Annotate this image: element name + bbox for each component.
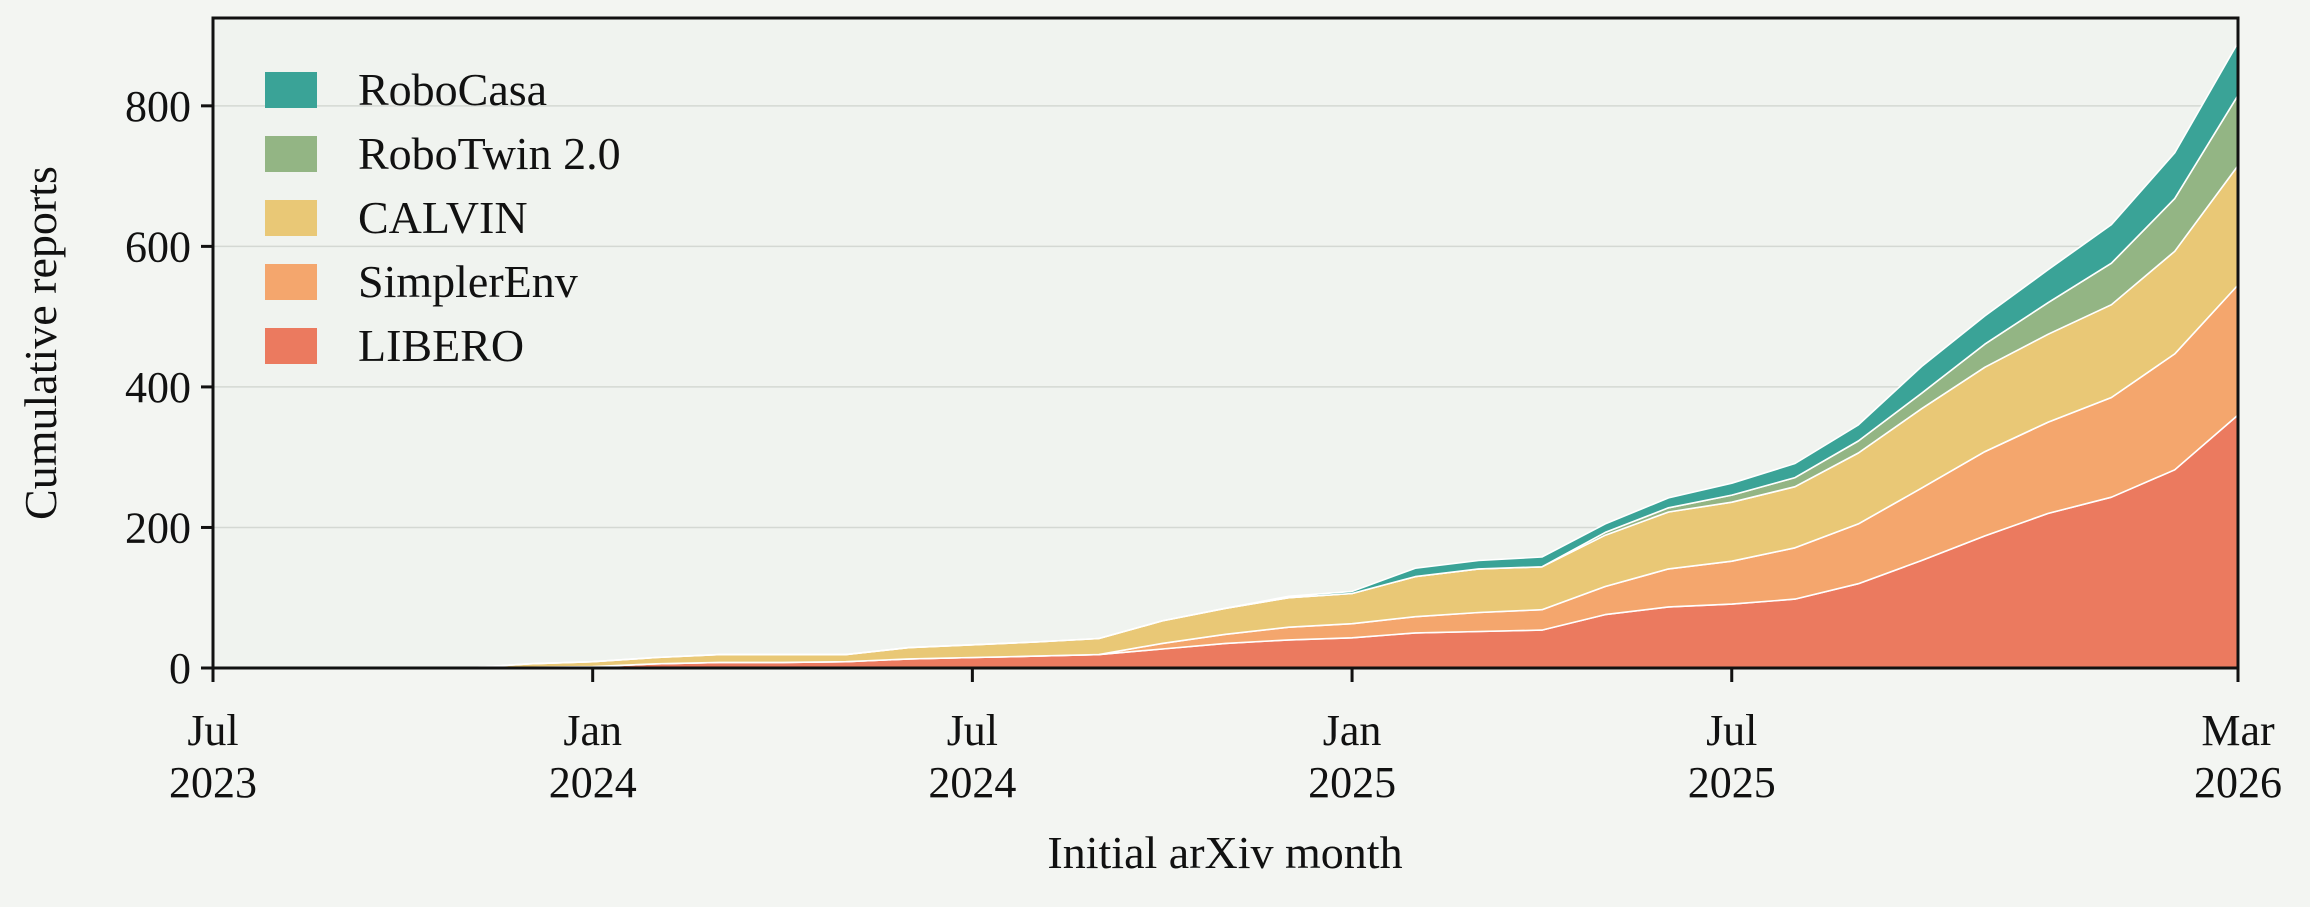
legend-swatch: [265, 264, 317, 300]
legend-label: RoboTwin 2.0: [358, 128, 621, 179]
y-axis-ticks: 0 200 400 600 800: [125, 82, 213, 693]
x-tick-label-month: Jan: [1323, 706, 1382, 755]
legend-item-calvin: CALVIN: [265, 192, 528, 243]
x-tick-label-month: Jul: [1706, 706, 1757, 755]
y-tick-label: 400: [125, 363, 191, 412]
x-tick-label-year: 2026: [2194, 758, 2282, 807]
y-axis-title: Cumulative reports: [15, 166, 66, 520]
x-tick-label-year: 2024: [928, 758, 1016, 807]
x-tick-label-year: 2023: [169, 758, 257, 807]
legend-swatch: [265, 136, 317, 172]
plot-frame: [211, 16, 2240, 670]
legend-label: LIBERO: [358, 320, 524, 371]
x-axis-ticks: Jul2023Jan2024Jul2024Jan2025Jul2025Mar20…: [169, 668, 2282, 807]
x-tick-label-year: 2025: [1688, 758, 1776, 807]
y-tick-label: 0: [169, 644, 191, 693]
legend: RoboCasa RoboTwin 2.0 CALVIN SimplerEnv LIBE…: [265, 64, 621, 371]
x-tick-label-year: 2025: [1308, 758, 1396, 807]
legend-label: CALVIN: [358, 192, 528, 243]
x-tick-label-month: Jul: [187, 706, 238, 755]
legend-item-libero: LIBERO: [265, 320, 524, 371]
legend-item-robotwin-2-0: RoboTwin 2.0: [265, 128, 621, 179]
y-tick-label: 600: [125, 222, 191, 271]
x-tick-label-month: Mar: [2201, 706, 2275, 755]
y-tick-label: 800: [125, 82, 191, 131]
legend-label: RoboCasa: [358, 64, 547, 115]
x-tick-label-month: Jan: [563, 706, 622, 755]
legend-label: SimplerEnv: [358, 256, 578, 307]
x-tick-label-year: 2024: [549, 758, 637, 807]
legend-swatch: [265, 72, 317, 108]
x-tick-label-month: Jul: [947, 706, 998, 755]
legend-swatch: [265, 328, 317, 364]
legend-item-robocasa: RoboCasa: [265, 64, 547, 115]
legend-item-simplerenv: SimplerEnv: [265, 256, 578, 307]
y-tick-label: 200: [125, 503, 191, 552]
legend-swatch: [265, 200, 317, 236]
x-axis-title: Initial arXiv month: [1047, 827, 1402, 878]
